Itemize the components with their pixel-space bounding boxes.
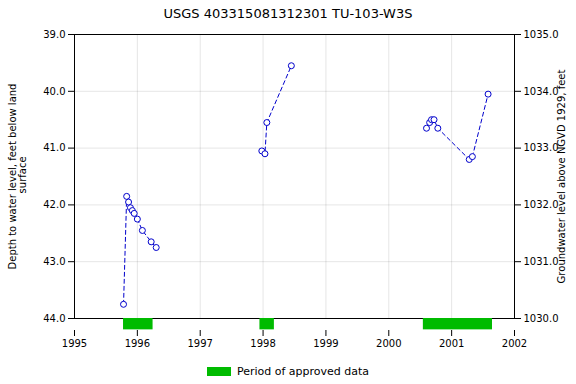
svg-text:1032.0: 1032.0: [524, 199, 559, 210]
svg-text:1031.0: 1031.0: [524, 256, 559, 267]
svg-text:1033.0: 1033.0: [524, 142, 559, 153]
svg-text:1035.0: 1035.0: [524, 29, 559, 40]
svg-text:1997: 1997: [187, 338, 212, 349]
svg-text:39.0: 39.0: [43, 29, 65, 40]
svg-text:2001: 2001: [439, 338, 464, 349]
svg-text:42.0: 42.0: [43, 199, 65, 210]
svg-text:Depth to water level, feet bel: Depth to water level, feet below land su…: [7, 84, 28, 270]
svg-text:1999: 1999: [313, 338, 338, 349]
svg-text:1996: 1996: [125, 338, 150, 349]
svg-text:1030.0: 1030.0: [524, 313, 559, 324]
html-text:Period of approved data: Period of approved data: [236, 364, 370, 378]
svg-text:1034.0: 1034.0: [524, 86, 559, 97]
svg-text:40.0: 40.0: [43, 86, 65, 97]
svg-text:2002: 2002: [502, 338, 527, 349]
svg-text:2000: 2000: [376, 338, 401, 349]
svg-text:43.0: 43.0: [43, 256, 65, 267]
svg-text:44.0: 44.0: [43, 313, 65, 324]
html-text:USGS 403315081312301 TU-103-W3: USGS 403315081312301 TU-103-W3S: [163, 6, 413, 21]
svg-text:1998: 1998: [250, 338, 275, 349]
svg-text:Groundwater level above NGVD 1: Groundwater level above NGVD 1929, feet: [556, 70, 567, 284]
svg-text:1995: 1995: [62, 338, 87, 349]
svg-text:41.0: 41.0: [43, 142, 65, 153]
